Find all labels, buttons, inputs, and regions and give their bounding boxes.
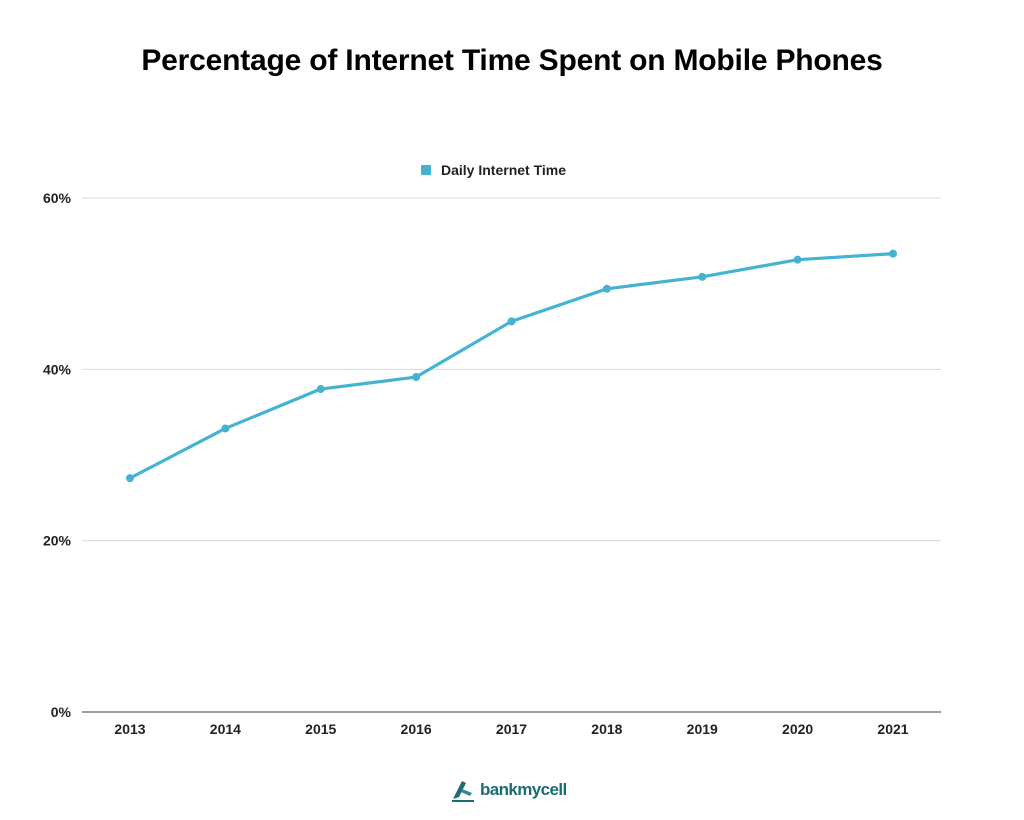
data-point [221,424,230,433]
x-tick-label: 2018 [591,721,622,737]
series-line [128,252,895,480]
y-axis-ticks: 0% 20% 40% 60% [43,190,72,720]
x-tick-label: 2015 [305,721,336,737]
x-tick-label: 2013 [114,721,145,737]
data-point [889,249,897,258]
line-chart: 0% 20% 40% 60% 2013 2014 2015 2016 2017 2018 2019… [43,162,941,737]
series-lines [126,249,897,483]
data-point [698,272,707,281]
data-point [126,474,134,483]
y-tick-label: 40% [43,361,72,377]
data-point [412,373,421,382]
legend: Daily Internet Time [421,162,566,178]
x-axis-ticks: 2013 2014 2015 2016 2017 2018 2019 2020 2021 [114,721,908,737]
chart-title: Percentage of Internet Time Spent on Mob… [141,44,883,77]
legend-swatch [421,165,431,175]
y-tick-label: 0% [51,704,72,720]
data-point [793,255,802,264]
x-tick-label: 2020 [782,721,813,737]
y-tick-label: 60% [43,190,72,206]
x-tick-label: 2017 [496,721,527,737]
y-tick-label: 20% [43,533,72,549]
gridlines [82,197,941,542]
data-point [602,284,611,293]
data-point [316,385,325,394]
x-tick-label: 2014 [210,721,241,737]
legend-label: Daily Internet Time [441,162,566,178]
bankmycell-logo: bankmycell [450,775,567,805]
x-tick-label: 2021 [877,721,908,737]
bankmycell-logo-icon [452,781,474,802]
logo-wordmark: bankmycell [480,780,567,799]
x-tick-label: 2019 [687,721,718,737]
x-tick-label: 2016 [401,721,432,737]
data-point [507,317,516,326]
